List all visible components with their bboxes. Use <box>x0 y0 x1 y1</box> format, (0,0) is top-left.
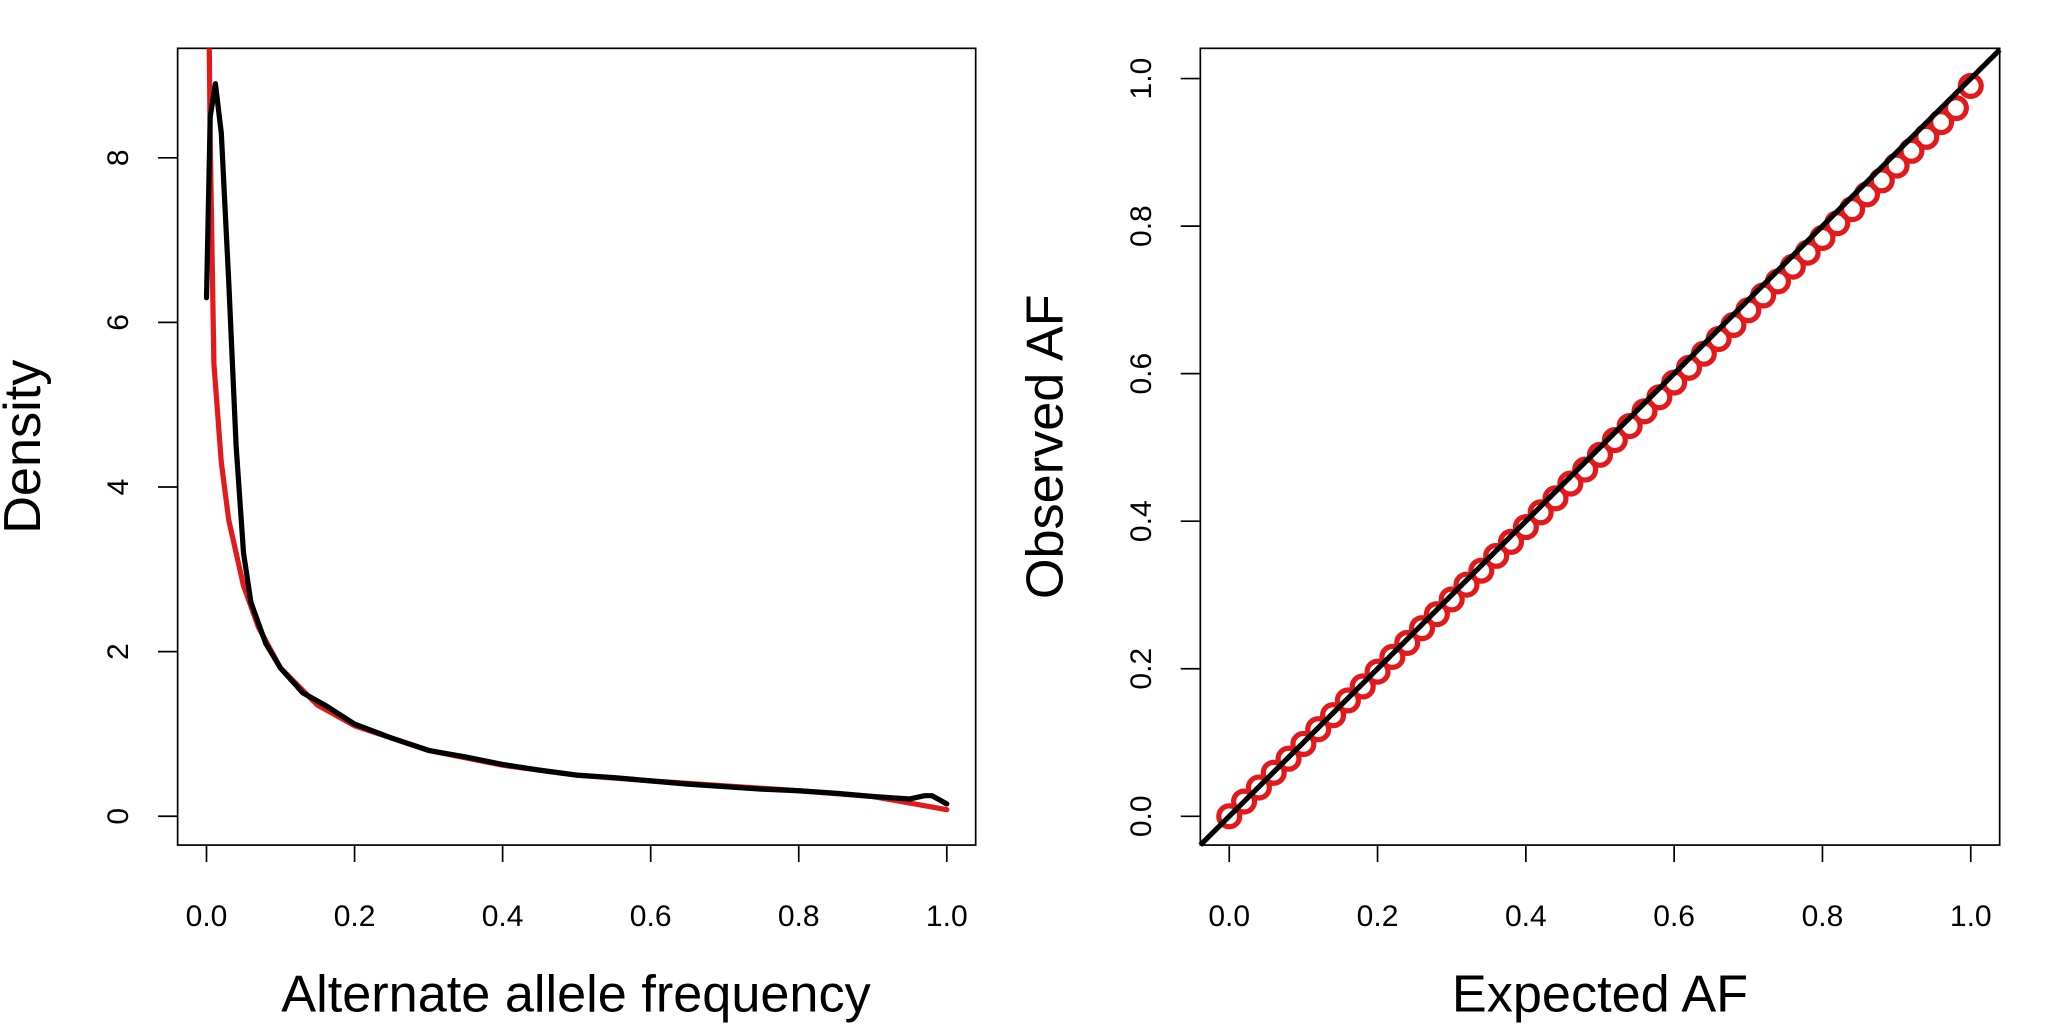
y-tick-label: 0.6 <box>1125 353 1158 395</box>
y-tick-label: 8 <box>102 149 135 166</box>
y-tick-label: 4 <box>102 479 135 496</box>
y-tick-label: 1.0 <box>1125 58 1158 100</box>
y-tick-label: 2 <box>102 643 135 660</box>
panel: 0.0 0.2 0.4 0.6 0.8 1.0 0.0 0.2 0.4 0.6 0.8 1.0 Expe… <box>1017 47 2002 1024</box>
point <box>1379 643 1406 671</box>
point <box>1483 542 1510 569</box>
plot-frame <box>176 47 977 846</box>
x-tick-label: 0.2 <box>334 900 376 933</box>
x-tick-label: 1.0 <box>926 900 968 933</box>
x-tick-label: 0.4 <box>1505 900 1547 933</box>
y-tick-label: 0.2 <box>1125 648 1158 690</box>
x-tick-label: 0.6 <box>1653 900 1695 933</box>
point <box>1557 470 1584 497</box>
point <box>1290 730 1317 758</box>
x-tick-label: 0.8 <box>1802 900 1844 933</box>
point <box>1408 615 1436 642</box>
point <box>1942 95 1969 122</box>
point <box>1542 485 1569 512</box>
point <box>1260 759 1287 786</box>
y-tick-label: 6 <box>102 314 135 331</box>
x-tick-label: 0.8 <box>778 900 820 933</box>
point <box>1319 702 1347 729</box>
point <box>1512 514 1539 541</box>
x-tick-label: 0.0 <box>186 900 228 933</box>
point <box>1275 745 1302 772</box>
y-tick-label: 0.4 <box>1125 500 1158 542</box>
point <box>1468 557 1495 584</box>
x-tick-label: 0.0 <box>1208 900 1250 933</box>
density-line <box>206 48 950 813</box>
x-tick-label: 1.0 <box>1950 900 1992 933</box>
x-tick-label: 0.4 <box>482 900 524 933</box>
point <box>1305 716 1332 743</box>
point <box>1453 571 1480 598</box>
point <box>1423 601 1450 628</box>
panel: 0.0 0.2 0.4 0.6 0.8 1.0 0 2 4 6 8 Alternate allele … <box>0 47 977 1024</box>
y-axis-title: Density <box>0 359 52 534</box>
y-axis-title: Observed AF <box>1017 294 1075 599</box>
x-axis-title: Expected AF <box>1452 966 1748 1024</box>
point <box>1216 803 1243 830</box>
point <box>1497 528 1525 555</box>
point <box>1438 586 1465 613</box>
point <box>1231 788 1258 815</box>
point <box>1394 629 1421 656</box>
point <box>1364 658 1391 685</box>
point <box>1334 687 1361 714</box>
y-tick-label: 0 <box>102 808 135 825</box>
plot-area <box>203 48 950 813</box>
y-tick-label: 0.0 <box>1125 795 1158 837</box>
reference-line <box>1198 47 2002 847</box>
point <box>1349 673 1376 700</box>
plot-frame <box>1199 47 2001 846</box>
x-axis-title: Alternate allele frequency <box>281 966 871 1024</box>
point <box>1245 774 1272 801</box>
y-tick-label: 0.8 <box>1125 205 1158 247</box>
x-tick-label: 0.2 <box>1357 900 1399 933</box>
density-line <box>203 81 950 807</box>
point <box>1527 499 1554 526</box>
x-tick-label: 0.6 <box>630 900 672 933</box>
